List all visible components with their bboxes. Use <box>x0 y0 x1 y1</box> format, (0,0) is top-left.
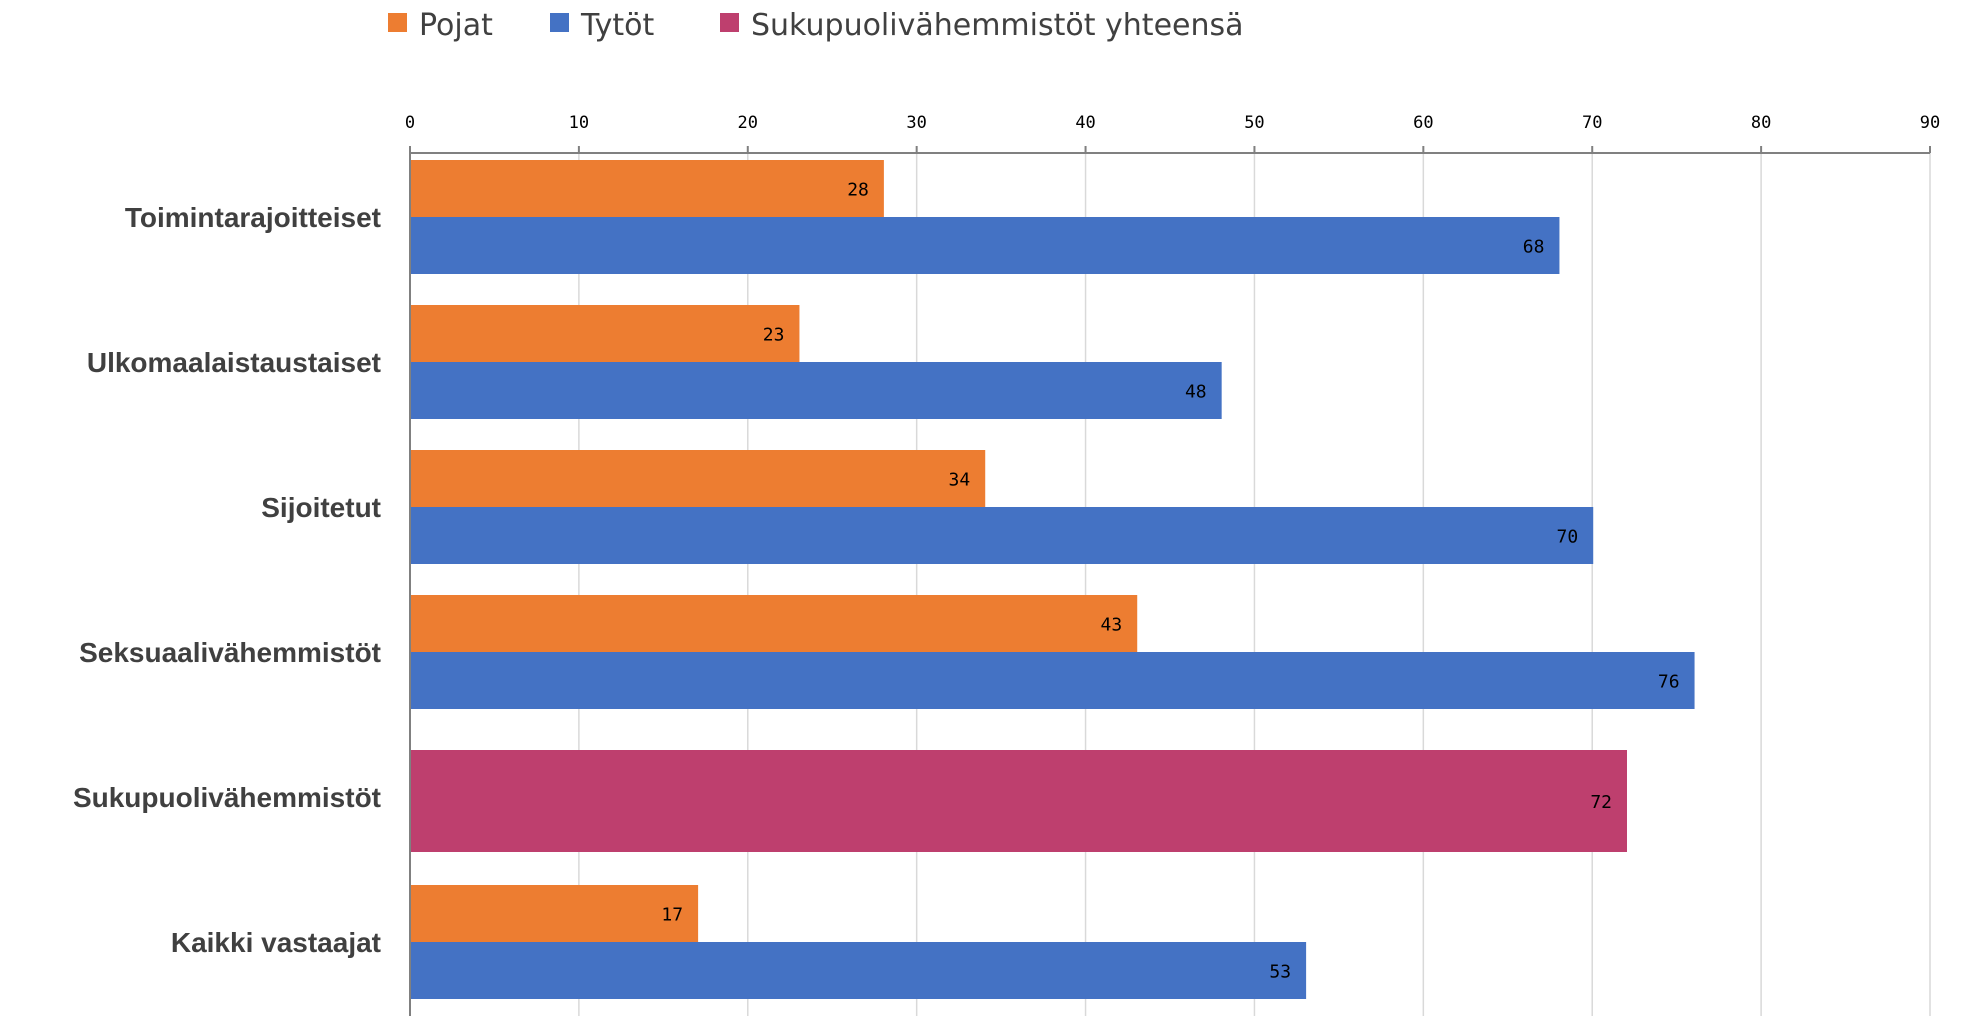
bar-4-series-2 <box>411 652 1695 709</box>
x-tick-label-0: 0 <box>405 113 415 133</box>
value-label-4-series-1: 43 <box>1101 615 1123 636</box>
bar-4-series-1 <box>411 595 1138 652</box>
legend-swatch-3 <box>720 13 739 32</box>
axes <box>409 152 1930 1016</box>
legend: Pojat Tytöt Sukupuolivähemmistöt yhteensä <box>388 8 1244 43</box>
category-label-4: Seksuaalivähemmistöt <box>79 637 381 668</box>
value-label-2-series-2: 48 <box>1185 382 1207 403</box>
x-tick-label-10: 10 <box>569 113 589 133</box>
category-label-5: Sukupuolivähemmistöt <box>73 782 381 813</box>
bar-6-series-1 <box>411 885 699 942</box>
value-labels: 28 68 23 48 34 70 43 76 72 17 53 <box>661 180 1679 983</box>
category-label-6: Kaikki vastaajat <box>171 927 381 958</box>
x-axis-ticks: 0 10 20 30 40 50 60 70 80 90 <box>405 113 1940 153</box>
value-label-2-series-1: 23 <box>763 325 785 346</box>
value-label-3-series-1: 34 <box>949 470 971 491</box>
legend-label-3: Sukupuolivähemmistöt yhteensä <box>751 8 1244 43</box>
value-label-3-series-2: 70 <box>1557 527 1579 548</box>
x-tick-label-40: 40 <box>1075 113 1095 133</box>
bar-5-series-3 <box>411 750 1627 852</box>
value-label-5-series-3: 72 <box>1590 792 1612 813</box>
bar-1-series-2 <box>411 217 1560 274</box>
legend-label-2: Tytöt <box>580 8 655 43</box>
bar-3-series-2 <box>411 507 1594 564</box>
category-labels: Toimintarajoitteiset Ulkomaalaistaustaise… <box>73 202 381 958</box>
x-tick-label-70: 70 <box>1582 113 1602 133</box>
bar-1-series-1 <box>411 160 884 217</box>
x-tick-label-50: 50 <box>1244 113 1264 133</box>
bar-2-series-1 <box>411 305 800 362</box>
bar-2-series-2 <box>411 362 1222 419</box>
x-tick-label-60: 60 <box>1413 113 1433 133</box>
x-tick-label-30: 30 <box>906 113 926 133</box>
category-label-3: Sijoitetut <box>261 492 381 523</box>
value-label-1-series-2: 68 <box>1523 237 1545 258</box>
bars <box>411 160 1695 999</box>
category-label-1: Toimintarajoitteiset <box>125 202 381 233</box>
legend-swatch-2 <box>550 13 569 32</box>
value-label-6-series-2: 53 <box>1269 962 1291 983</box>
x-tick-label-20: 20 <box>738 113 758 133</box>
value-label-6-series-1: 17 <box>661 905 683 926</box>
value-label-1-series-1: 28 <box>847 180 869 201</box>
bar-3-series-1 <box>411 450 986 507</box>
value-label-4-series-2: 76 <box>1658 672 1680 693</box>
legend-label-1: Pojat <box>419 8 493 43</box>
bar-6-series-2 <box>411 942 1307 999</box>
category-label-2: Ulkomaalaistaustaiset <box>87 347 381 378</box>
legend-swatch-1 <box>388 13 407 32</box>
x-tick-label-90: 90 <box>1920 113 1940 133</box>
x-tick-label-80: 80 <box>1751 113 1771 133</box>
gridlines <box>578 153 1931 1016</box>
